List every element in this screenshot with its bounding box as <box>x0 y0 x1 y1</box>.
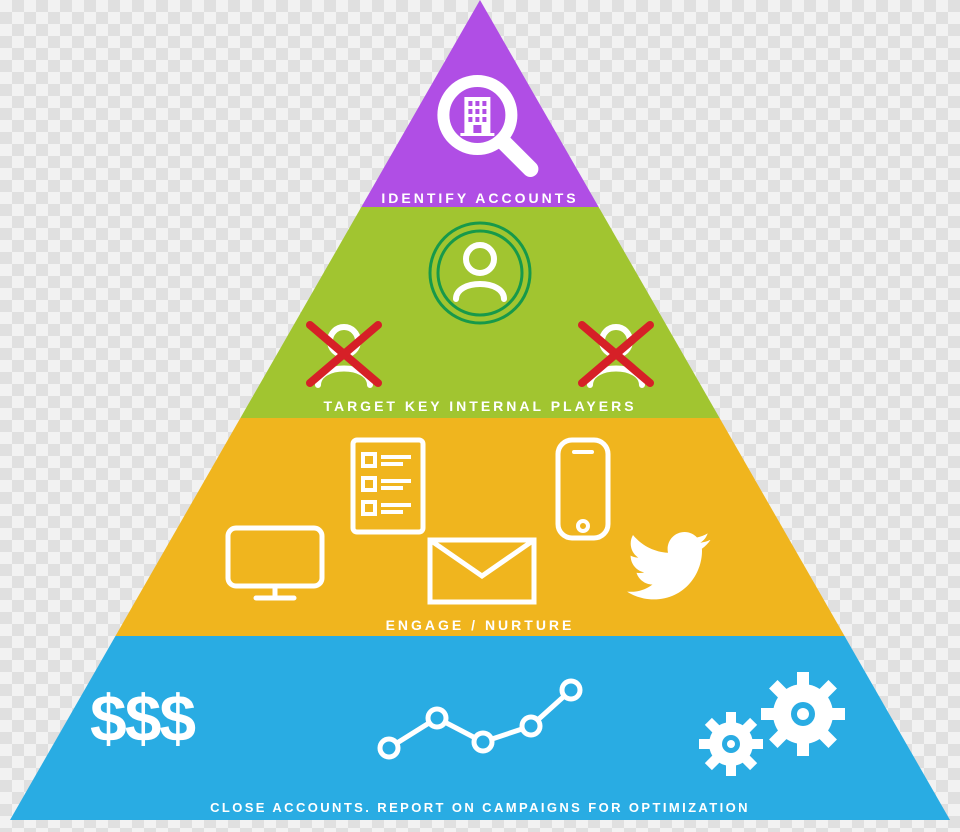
person-circled-icon <box>420 213 540 333</box>
monitor-icon <box>220 520 330 606</box>
pyramid-level-1 <box>10 0 950 207</box>
level1-label: IDENTIFY ACCOUNTS <box>10 190 950 206</box>
level4-label: CLOSE ACCOUNTS. REPORT ON CAMPAIGNS FOR … <box>10 800 950 815</box>
envelope-icon <box>424 534 540 608</box>
line-graph-icon <box>375 676 585 768</box>
dollar-signs-icon: $$$ <box>90 680 194 756</box>
person-rejected-left-icon <box>294 311 394 401</box>
person-rejected-right-icon <box>566 311 666 401</box>
pyramid-level-4: $$$ <box>10 636 950 820</box>
level2-label: TARGET KEY INTERNAL PLAYERS <box>10 398 950 414</box>
magnifier-building-icon <box>422 65 542 185</box>
infographic-stage: IDENTIFY ACCOUNTS <box>0 0 960 832</box>
pyramid-level-3 <box>10 418 950 636</box>
pyramid: IDENTIFY ACCOUNTS <box>10 0 950 820</box>
level3-label: ENGAGE / NURTURE <box>10 617 950 633</box>
twitter-bird-icon <box>620 530 712 606</box>
pyramid-level-2 <box>10 207 950 418</box>
phone-icon <box>548 434 618 544</box>
gears-icon <box>685 664 865 784</box>
checklist-icon <box>345 434 431 538</box>
